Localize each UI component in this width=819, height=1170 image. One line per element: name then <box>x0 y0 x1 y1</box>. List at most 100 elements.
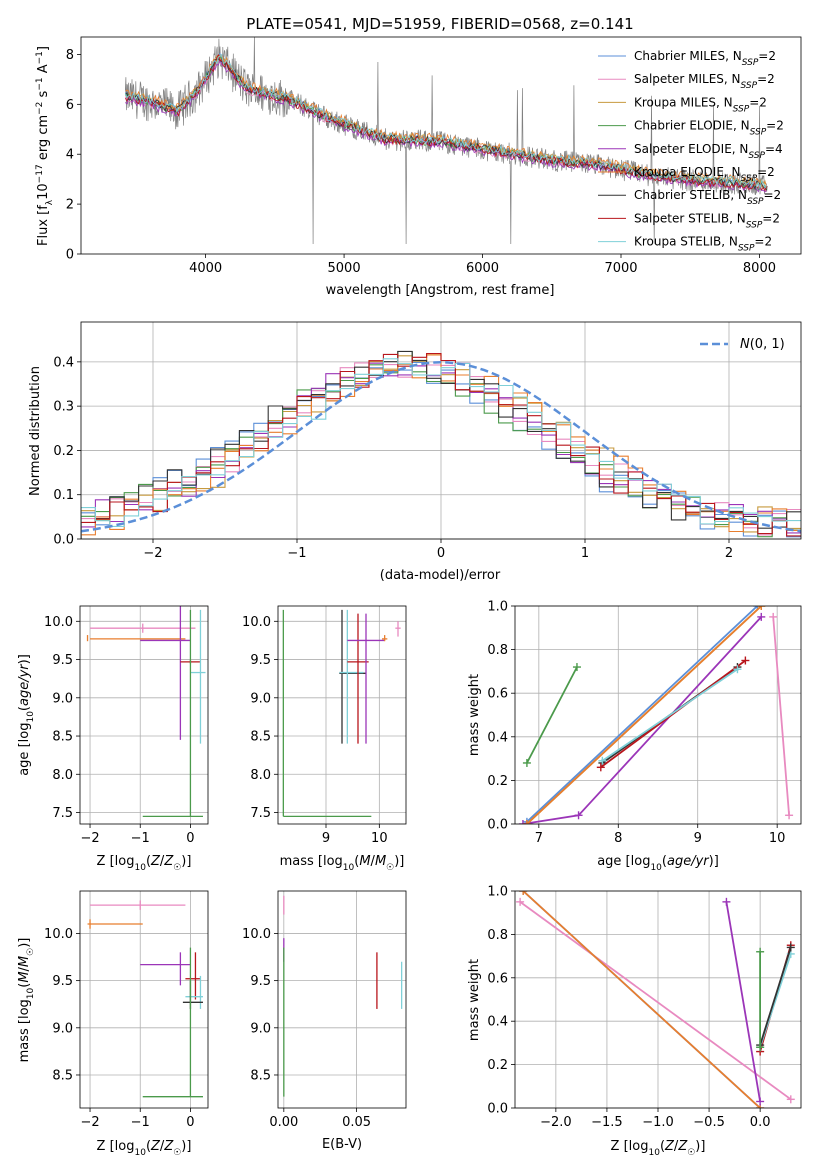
x-tick-label: 6000 <box>466 261 499 276</box>
x-tick-label: 8000 <box>743 261 776 276</box>
y-tick-label: 9.5 <box>52 974 73 989</box>
plot-area <box>516 891 795 1108</box>
x-tick-label: 0 <box>186 1115 194 1130</box>
residual-x-axis-title: (data-model)/error <box>380 568 501 583</box>
y-tick-label: 0.6 <box>487 687 508 702</box>
y-tick-label: 9.5 <box>250 974 271 989</box>
x-tick-label: −2 <box>80 831 99 846</box>
weight-age-axes: 7 8 9 10 0.0 0.2 0.4 0.6 0.8 1.0 age [log10(age/yr… <box>467 600 802 873</box>
weight-age-x-axis-title: age [log10(age/yr)] <box>597 854 719 873</box>
model-spectrum-line <box>124 53 768 192</box>
x-tick-label: 0 <box>437 546 445 561</box>
weight-line <box>526 606 762 824</box>
axes-frame <box>80 36 802 255</box>
spectrum-x-axis-title: wavelength [Angstrom, rest frame] <box>326 283 555 298</box>
spectrum-y-axis-title: Flux [fλ10−17 erg cm−2 s−1 A−1] <box>35 46 55 246</box>
weight-line <box>772 616 790 816</box>
x-tick-label: −2 <box>80 1115 99 1130</box>
y-tick-label: 9.5 <box>250 653 271 668</box>
x-tick-label: −1 <box>287 546 306 561</box>
weight-line <box>522 891 761 1108</box>
x-tick-label: 10 <box>769 831 786 846</box>
y-tick-label: 8.5 <box>52 730 73 745</box>
legend-entry: Kroupa ELODIE, NSSP=2 <box>634 165 775 184</box>
y-tick-label: 0.2 <box>487 1058 508 1073</box>
mass-Z-axes: −2 −1 0 8.5 9.0 9.5 10.0 Z [log10(Z/Z☉)] mass [l… <box>17 890 209 1158</box>
x-tick-label: 7000 <box>604 261 637 276</box>
legend-entry: Chabrier MILES, NSSP=2 <box>634 49 776 68</box>
y-tick-label: 10.0 <box>242 615 271 630</box>
y-tick-label: 0.4 <box>53 355 74 370</box>
residual-axes: −2 −1 0 1 2 0.0 0.1 0.2 0.3 0.4 (data-model)/error… <box>28 321 802 583</box>
weight-line <box>725 901 761 1102</box>
x-tick-label: 0.00 <box>269 1115 298 1130</box>
legend-entry: Chabrier ELODIE, NSSP=2 <box>634 119 784 138</box>
y-tick-label: 9.0 <box>52 1021 73 1036</box>
spectrum-axes: 4000 5000 6000 7000 8000 0 2 4 6 8 wavelength [Ang… <box>35 36 802 298</box>
plot-area <box>282 609 401 818</box>
y-tick-label: 7.5 <box>250 806 271 821</box>
weight-line <box>526 606 758 823</box>
y-tick-label: 0.4 <box>487 1015 508 1030</box>
y-tick-label: 9.0 <box>250 1021 271 1036</box>
histogram-step <box>81 358 801 539</box>
x-tick-label: −1.0 <box>642 1115 674 1130</box>
axes-frame <box>514 890 802 1109</box>
plot-area <box>283 895 403 1097</box>
age-Z-axes: −2 −1 0 7.5 8.0 8.5 9.0 9.5 10.0 Z [log10(Z/Z☉)] a… <box>17 605 209 873</box>
y-tick-label: 0.2 <box>53 444 74 459</box>
y-tick-label: 7.5 <box>52 806 73 821</box>
y-tick-label: 8 <box>66 48 74 63</box>
histogram-step <box>81 352 801 539</box>
legend-entry: Kroupa STELIB, NSSP=2 <box>634 235 772 254</box>
axes-frame <box>514 605 802 825</box>
weight-age-y-axis-title: mass weight <box>467 674 482 756</box>
mass-Z-y-axis-title: mass [log10(M/M☉)] <box>17 938 36 1063</box>
y-tick-label: 4 <box>66 148 74 163</box>
y-tick-label: 8.5 <box>250 730 271 745</box>
x-tick-label: 0 <box>186 831 194 846</box>
legend-entry: Kroupa MILES, NSSP=2 <box>634 95 767 114</box>
y-tick-label: 0.0 <box>487 818 508 833</box>
x-tick-label: 5000 <box>328 261 361 276</box>
x-tick-label: −2 <box>143 546 162 561</box>
x-tick-label: 1 <box>581 546 589 561</box>
normal-curve-line <box>81 361 801 533</box>
age-mass-axes: 9 10 7.5 8.0 8.5 9.0 9.5 10.0 mass [log10(M/M☉)] <box>242 605 407 873</box>
x-tick-label: 7 <box>535 831 543 846</box>
weight-Z-x-axis-title: Z [log10(Z/Z☉)] <box>611 1139 706 1158</box>
mass-ebv-axes: 0.00 0.05 8.5 9.0 9.5 10.0 E(B-V) <box>242 890 407 1152</box>
x-tick-label: 8 <box>614 831 622 846</box>
y-tick-label: 0.0 <box>487 1102 508 1117</box>
spectrum-legend: Chabrier MILES, NSSP=2 Salpeter MILES, NS… <box>598 49 784 254</box>
legend-entry: Chabrier STELIB, NSSP=2 <box>634 188 781 207</box>
y-tick-label: 10.0 <box>44 927 73 942</box>
weight-Z-axes: −2.0 −1.5 −1.0 −0.5 0.0 0.0 0.2 0.4 0.6 0.8 1.0 Z [… <box>467 885 802 1158</box>
residual-y-axis-title: Normed distribution <box>28 366 43 496</box>
y-tick-label: 0.6 <box>487 971 508 986</box>
weight-line <box>759 947 792 1046</box>
axes-frame <box>79 890 209 1109</box>
y-tick-label: 2 <box>66 198 74 213</box>
y-tick-label: 0.8 <box>487 928 508 943</box>
y-tick-label: 8.5 <box>250 1068 271 1083</box>
x-tick-label: 0.05 <box>342 1115 371 1130</box>
y-tick-label: 0.0 <box>53 533 74 548</box>
legend-entry: Salpeter MILES, NSSP=2 <box>634 72 775 91</box>
x-tick-label: −0.5 <box>693 1115 725 1130</box>
histogram-step <box>81 350 801 539</box>
x-tick-label: −2.0 <box>540 1115 572 1130</box>
y-tick-label: 0.3 <box>53 400 74 415</box>
plot-area <box>81 350 801 539</box>
axes-frame <box>277 605 407 825</box>
plot-area <box>86 606 206 818</box>
legend-entry: Salpeter ELODIE, NSSP=4 <box>634 142 783 161</box>
plot-area <box>124 37 769 245</box>
x-tick-label: 4000 <box>189 261 222 276</box>
model-spectrum-line <box>124 53 768 190</box>
x-tick-label: 9 <box>694 831 702 846</box>
weight-line <box>526 666 578 764</box>
axes-frame <box>277 890 407 1109</box>
y-tick-label: 9.5 <box>52 653 73 668</box>
weight-line <box>601 668 738 762</box>
